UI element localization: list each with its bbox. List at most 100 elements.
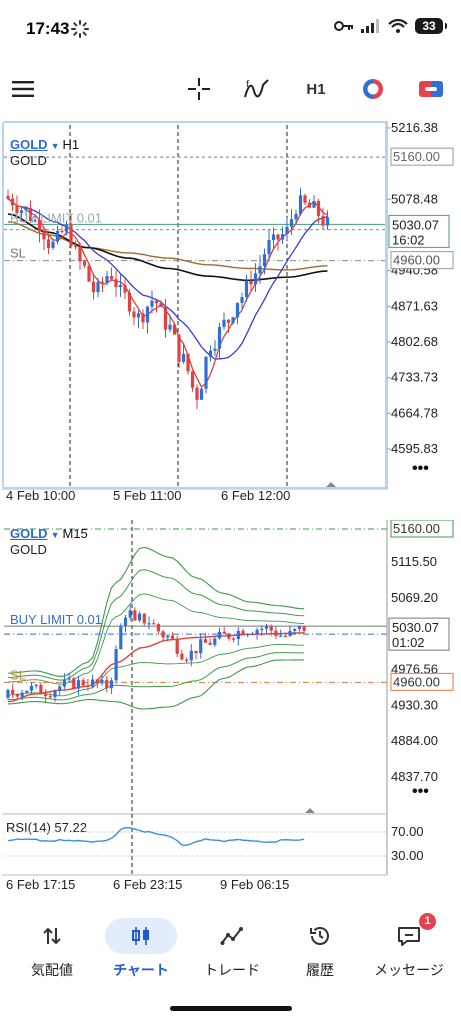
h1-candle-body [15, 205, 19, 213]
m15-candle-body [264, 626, 269, 629]
m15-candle-body [255, 629, 259, 635]
nav-quotes-label: 気配値 [31, 962, 73, 978]
objects-button[interactable] [358, 66, 388, 112]
nav-messages-label: メッセージ [374, 962, 444, 978]
h1-candle-body [172, 324, 177, 335]
h1-candle-body [190, 371, 195, 388]
h1-ma-slow-black [7, 213, 328, 282]
indicators-button[interactable]: f [241, 66, 273, 112]
m15-sl-label: SL [10, 667, 26, 682]
h1-buy-limit-label: BUY LIMIT 0.01 [10, 210, 102, 225]
h1-candle-body [87, 265, 91, 282]
h1-ma-fast [7, 198, 328, 388]
h1-candle-body [280, 234, 285, 240]
h1-sl-label: SL [10, 246, 26, 261]
nav-chart-label: チャート [113, 962, 169, 978]
h1-more-icon: ••• [412, 460, 429, 477]
messages-badge: 1 [419, 913, 436, 930]
m15-candle-body [250, 634, 254, 636]
bottom-navigation: 気配値 チャート トレード 履歴 1 メッセージ [0, 910, 461, 1000]
menu-button[interactable] [8, 66, 38, 112]
h1-candle-body [316, 201, 321, 216]
m15-candle-body [109, 680, 113, 689]
m15-candle-body [81, 680, 85, 686]
m15-symbol-title[interactable]: GOLD ▼ M15 [10, 526, 88, 541]
nav-history[interactable]: 履歴 [274, 910, 366, 990]
rsi-label: RSI(14) 57.22 [6, 820, 87, 835]
h1-price-label-5: 4733.73 [391, 370, 438, 385]
h1-candle-body [82, 261, 87, 266]
m15-ma-red [7, 632, 305, 703]
nav-chart[interactable]: チャート [95, 910, 187, 990]
m15-candle-body [67, 678, 71, 680]
h1-candle-body [325, 217, 330, 226]
nav-quotes[interactable]: 気配値 [6, 910, 98, 990]
dropdown-arrow-icon: ▼ [50, 141, 60, 151]
h1-candle-body [132, 311, 136, 318]
timeframe-button[interactable]: H1 [300, 66, 332, 112]
m15-candle-body [185, 659, 189, 661]
m15-symbol[interactable]: GOLD [10, 526, 48, 541]
h1-symbol-title[interactable]: GOLD ▼ H1 [10, 137, 79, 152]
m15-candle-body [114, 649, 118, 681]
nav-trade[interactable]: トレード [186, 910, 278, 990]
m15-candle-body [138, 613, 142, 621]
chart-h1[interactable]: 5216.38 5078.48 4940.58 4871.63 4802.68 4733.… [0, 121, 461, 512]
m15-band-lower-0 [7, 659, 305, 710]
m15-candle-body [170, 635, 175, 639]
crosshair-button[interactable] [184, 66, 214, 112]
m15-candle-body [166, 635, 170, 638]
svg-text:f: f [246, 80, 250, 90]
m15-candle-body [293, 628, 297, 631]
m15-candle-body [105, 679, 109, 689]
h1-time-label-0: 4 Feb 10:00 [6, 488, 75, 503]
h1-level-5160-label: 5160.00 [393, 149, 440, 164]
nav-messages[interactable]: 1 メッセージ [363, 910, 455, 990]
nav-history-label: 履歴 [306, 962, 334, 978]
chart-m15[interactable]: 5115.50 5069.20 4976.56 4930.30 4884.00 4837.… [0, 520, 461, 895]
m15-candle-body [227, 633, 231, 639]
m15-candle-body [147, 623, 151, 625]
h1-candle-body [91, 281, 96, 293]
m15-candle-body [232, 638, 236, 640]
m15-candle-body [203, 639, 207, 643]
m15-candle-body [142, 613, 146, 624]
battery-icon: 33 [415, 18, 447, 34]
h1-current-price-box [388, 214, 450, 248]
h1-candle-body [145, 306, 150, 323]
h1-time-label-1: 5 Feb 11:00 [113, 488, 181, 503]
m15-candle-body [53, 691, 57, 698]
h1-price-label-7: 4595.83 [391, 441, 438, 456]
h1-candle-body [24, 207, 28, 211]
h1-candle-body [123, 284, 127, 293]
m15-candle-body [34, 684, 38, 687]
m15-buy-limit-label: BUY LIMIT 0.01 [10, 612, 102, 627]
h1-sl-price-label: 4960.00 [393, 253, 440, 268]
m15-scroll-handle-icon [305, 808, 315, 813]
h1-candle-body [303, 195, 307, 203]
h1-candle-body [217, 326, 222, 349]
m15-candle-body [274, 630, 278, 636]
wifi-icon [388, 19, 408, 33]
one-click-trading-button[interactable] [416, 66, 446, 112]
m15-band-upper-2 [7, 593, 305, 685]
m15-level-5160-label-box [390, 520, 454, 538]
h1-symbol[interactable]: GOLD [10, 137, 48, 152]
timeframe-label: H1 [306, 80, 326, 98]
h1-candle-body [114, 279, 118, 288]
m15-candle-body [279, 635, 283, 637]
h1-candle-body [159, 303, 163, 307]
signal-icon [361, 19, 379, 33]
m15-candle-body [6, 689, 10, 698]
m15-chart-canvas[interactable]: 5115.50 5069.20 4976.56 4930.30 4884.00 4837.… [0, 520, 461, 895]
h1-candle-body [73, 245, 78, 248]
h1-candle-body [33, 220, 37, 222]
h1-candle-body [181, 353, 186, 362]
h1-chart-canvas[interactable]: 5216.385078.484940.584871.634802.684733.… [0, 121, 461, 512]
h1-candle-body [321, 215, 325, 226]
trade-line-icon [220, 927, 243, 945]
h1-candle-body [208, 350, 213, 357]
h1-candle-body [226, 319, 231, 323]
m15-sl-price-label-box [390, 672, 454, 691]
h1-candle-body [267, 240, 271, 255]
